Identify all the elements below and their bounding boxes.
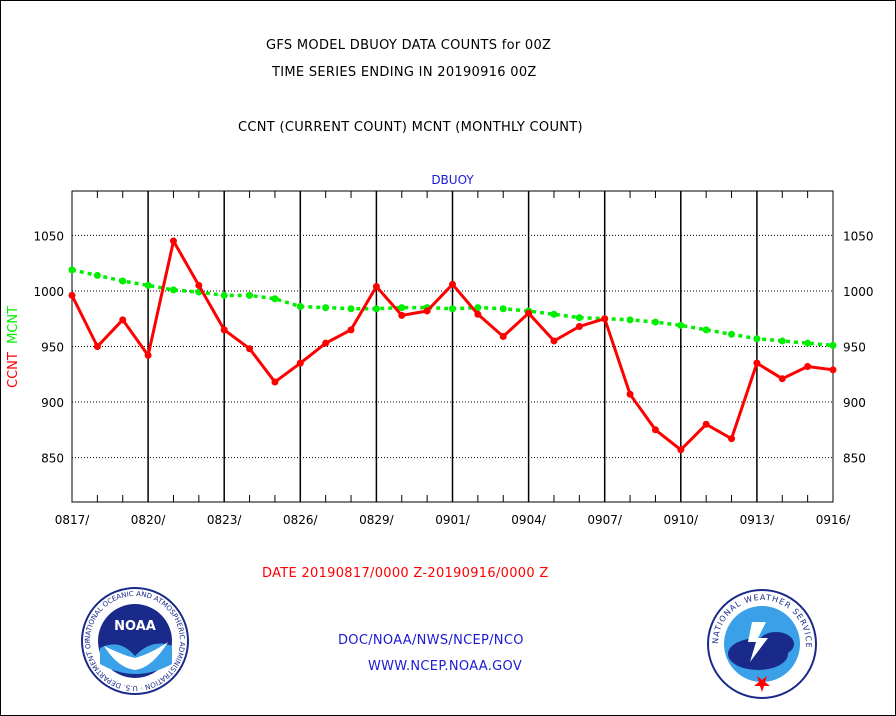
y-tick-left-1000: 1000	[33, 285, 64, 299]
point-ccnt-17	[499, 333, 507, 341]
y-tick-right-900: 900	[843, 396, 866, 410]
point-ccnt-16	[474, 310, 482, 318]
y-tick-right-850: 850	[843, 452, 866, 466]
x-tick-label-3: 0826/	[283, 513, 319, 527]
point-mcnt-27	[753, 335, 761, 343]
point-mcnt-16	[474, 304, 482, 312]
point-mcnt-12	[372, 305, 380, 313]
x-tick-label-0: 0817/	[55, 513, 91, 527]
point-ccnt-13	[398, 311, 406, 319]
point-ccnt-2	[119, 316, 127, 324]
point-mcnt-19	[550, 310, 558, 318]
point-ccnt-20	[575, 323, 583, 331]
x-tick-label-9: 0913/	[740, 513, 776, 527]
point-ccnt-15	[449, 280, 456, 288]
noaa-logo-text: NOAA	[114, 619, 156, 634]
point-mcnt-20	[575, 314, 583, 322]
point-ccnt-11	[347, 326, 355, 334]
point-mcnt-25	[702, 326, 710, 334]
x-tick-label-4: 0829/	[359, 513, 395, 527]
point-mcnt-23	[651, 318, 659, 326]
point-ccnt-28	[778, 375, 786, 383]
point-ccnt-21	[601, 315, 609, 323]
x-tick-label-1: 0820/	[131, 513, 167, 527]
point-ccnt-24	[677, 446, 685, 454]
point-ccnt-23	[651, 426, 659, 434]
y-tick-right-1000: 1000	[843, 285, 874, 299]
y-tick-right-950: 950	[843, 341, 866, 355]
point-mcnt-9	[296, 303, 304, 311]
point-mcnt-17	[499, 305, 507, 313]
y-tick-left-850: 850	[41, 452, 64, 466]
y-axis-label: CCNT MCNT	[6, 306, 21, 388]
point-mcnt-2	[119, 277, 127, 285]
point-mcnt-7	[246, 291, 254, 299]
nws-logo: NATIONAL WEATHER SERVICE	[707, 589, 817, 699]
x-tick-label-2: 0823/	[207, 513, 243, 527]
point-ccnt-6	[220, 326, 228, 334]
point-mcnt-15	[449, 305, 456, 313]
point-mcnt-13	[398, 304, 406, 312]
noaa-logo: NOAA NATIONAL OCEANIC AND ATMOSPHERIC AD…	[80, 586, 189, 695]
point-ccnt-8	[271, 378, 279, 386]
point-ccnt-3	[144, 351, 152, 359]
point-mcnt-8	[271, 295, 279, 303]
point-ccnt-30	[829, 366, 837, 374]
y-tick-left-950: 950	[41, 341, 64, 355]
point-mcnt-29	[804, 339, 812, 347]
point-mcnt-24	[677, 321, 685, 329]
point-ccnt-22	[626, 390, 634, 398]
point-ccnt-1	[93, 343, 101, 350]
point-ccnt-10	[322, 339, 330, 347]
star-icon	[754, 676, 770, 692]
x-tick-label-8: 0910/	[664, 513, 700, 527]
point-mcnt-11	[347, 305, 355, 313]
point-ccnt-29	[804, 362, 812, 370]
point-ccnt-7	[246, 345, 254, 353]
title-line-2: TIME SERIES ENDING IN 20190916 00Z	[272, 65, 537, 80]
y-label-mcnt: MCNT	[6, 305, 21, 344]
point-ccnt-19	[550, 337, 558, 345]
point-mcnt-6	[220, 291, 228, 299]
x-tick-label-6: 0904/	[511, 513, 547, 527]
point-mcnt-22	[626, 316, 634, 324]
y-label-ccnt: CCNT	[6, 352, 21, 388]
point-mcnt-1	[93, 271, 101, 279]
chart-header-label: DBUOY	[431, 173, 474, 187]
date-range-label: DATE 20190817/0000 Z-20190916/0000 Z	[262, 566, 549, 581]
point-ccnt-5	[195, 281, 203, 289]
point-ccnt-27	[753, 359, 761, 367]
point-ccnt-0	[68, 291, 76, 299]
point-mcnt-26	[728, 330, 736, 338]
y-tick-left-900: 900	[41, 396, 64, 410]
org-label: DOC/NOAA/NWS/NCEP/NCO	[338, 633, 524, 648]
point-ccnt-14	[423, 307, 431, 315]
point-ccnt-26	[728, 435, 736, 443]
title-line-1: GFS MODEL DBUOY DATA COUNTS for 00Z	[266, 38, 552, 53]
point-mcnt-0	[68, 266, 76, 274]
point-ccnt-9	[296, 359, 304, 367]
point-mcnt-4	[169, 286, 177, 294]
point-mcnt-10	[322, 304, 330, 312]
point-mcnt-28	[778, 337, 786, 345]
url-link[interactable]: WWW.NCEP.NOAA.GOV	[368, 659, 523, 674]
point-mcnt-30	[829, 341, 837, 349]
x-tick-label-10: 0916/	[816, 513, 852, 527]
point-mcnt-3	[144, 281, 152, 289]
point-ccnt-25	[702, 420, 710, 428]
point-ccnt-4	[169, 237, 177, 245]
title-line-3: CCNT (CURRENT COUNT) MCNT (MONTHLY COUNT…	[238, 120, 583, 135]
y-tick-right-1050: 1050	[843, 229, 874, 243]
point-ccnt-18	[525, 309, 533, 317]
x-tick-label-5: 0901/	[435, 513, 471, 527]
x-tick-label-7: 0907/	[587, 513, 623, 527]
point-ccnt-12	[372, 283, 380, 291]
y-tick-left-1050: 1050	[33, 229, 64, 243]
